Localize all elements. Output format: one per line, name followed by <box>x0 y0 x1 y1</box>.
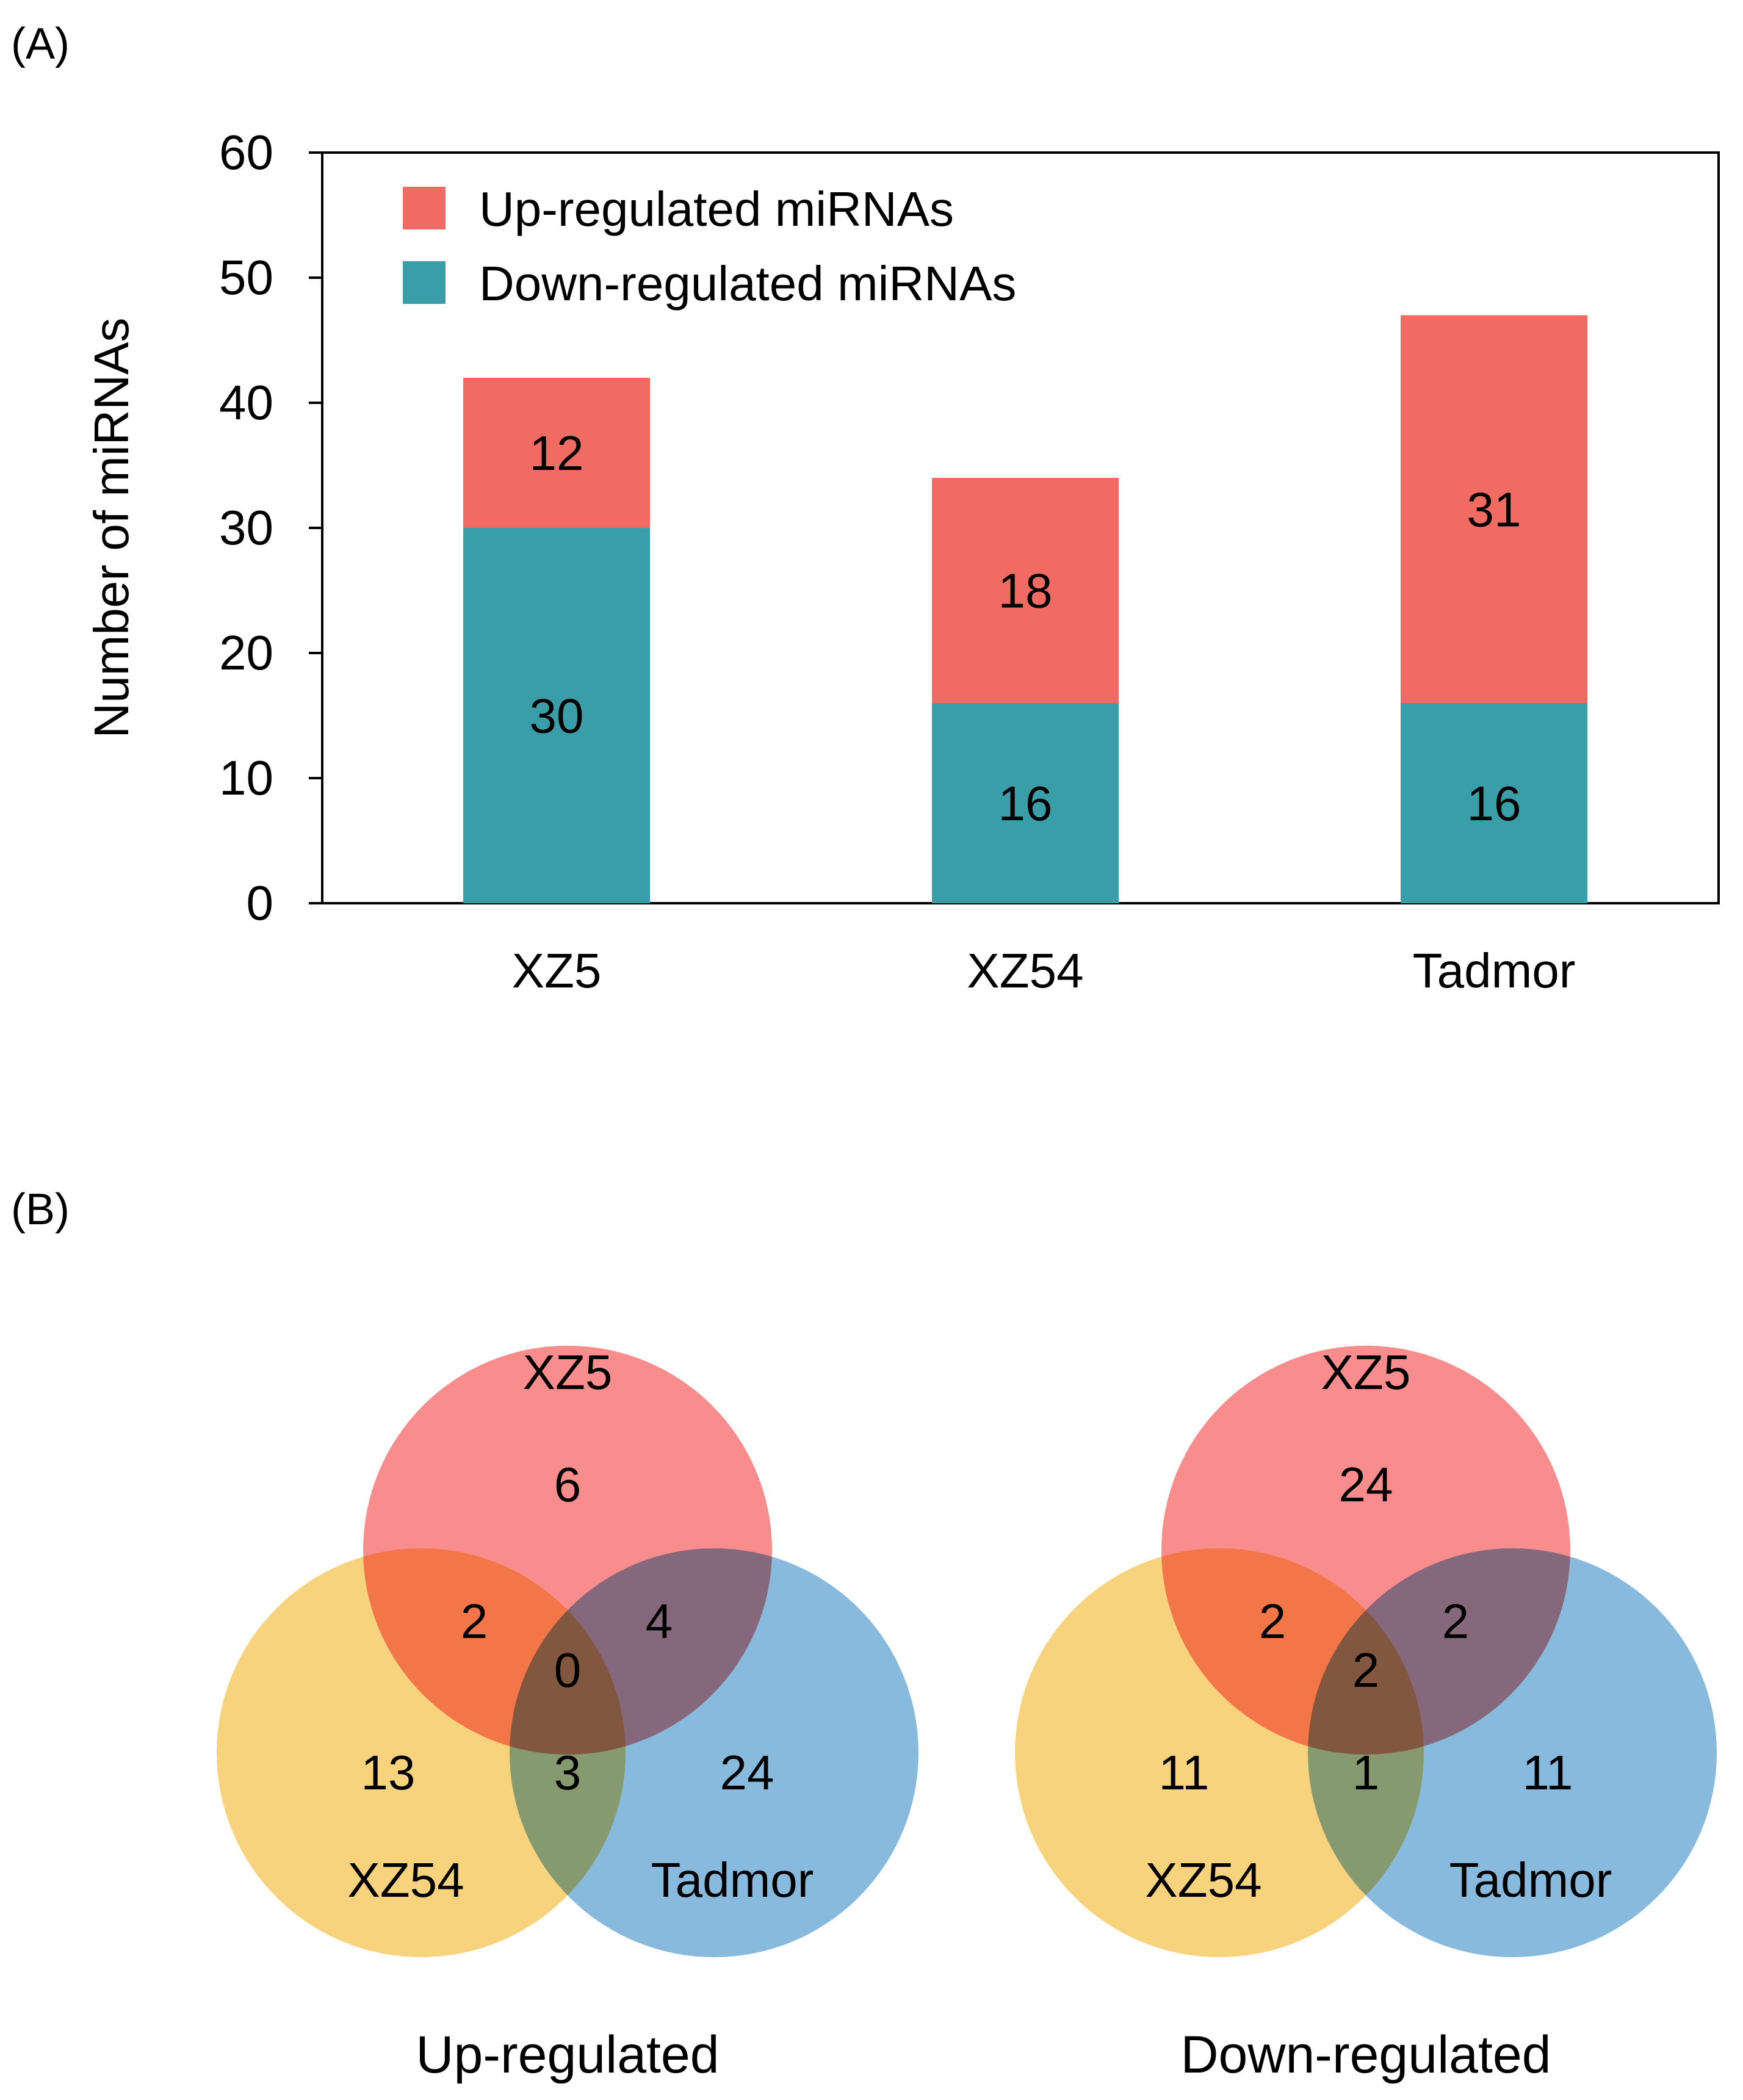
venn-region-center: 2 <box>1352 1643 1380 1697</box>
data-label-down: 16 <box>1467 776 1521 831</box>
y-tick-label: 60 <box>219 125 273 179</box>
venn-region-left-right: 3 <box>554 1745 582 1800</box>
venn-region-right-only: 24 <box>720 1745 774 1800</box>
bar-group: 30 12 16 18 16 31 <box>463 315 1587 903</box>
venn-region-center: 0 <box>554 1643 582 1697</box>
bar-down-xz54 <box>932 703 1119 903</box>
venn-region-top-right: 4 <box>646 1594 673 1648</box>
venn-region-right-only: 11 <box>1522 1745 1573 1800</box>
data-label-up: 31 <box>1467 482 1521 536</box>
venn-region-top-only: 6 <box>554 1457 582 1512</box>
data-label-up: 12 <box>530 426 584 480</box>
legend-label-up: Up-regulated miRNAs <box>479 182 954 236</box>
venn-region-left-right: 1 <box>1352 1745 1380 1800</box>
y-tick-label: 10 <box>219 751 273 805</box>
y-tick-label: 20 <box>219 626 273 680</box>
bar-down-xz5 <box>463 528 650 903</box>
panel-a-label: (A) <box>11 20 70 68</box>
bar-down-tadmor <box>1401 703 1587 903</box>
bar-up-xz5 <box>463 378 650 528</box>
bar-up-xz54 <box>932 478 1119 703</box>
venn-set-label-right: Tadmor <box>1449 1853 1612 1907</box>
legend-swatch-up <box>403 187 446 229</box>
venn-caption-up: Up-regulated <box>416 2026 719 2084</box>
x-axis-labels: XZ5 XZ54 Tadmor <box>512 944 1576 998</box>
stacked-bar-chart: 0 10 20 30 40 50 60 30 12 16 18 16 31 XZ5 XZ54 Tadmor… <box>84 125 1720 998</box>
venn-caption-down: Down-regulated <box>1180 2026 1551 2084</box>
venn-region-left-only: 13 <box>361 1745 416 1800</box>
venn-down-regulated: XZ5 24 2 2 2 11 1 11 XZ54 Tadmor Down-re… <box>1015 1345 1717 2084</box>
venn-region-top-left: 2 <box>1259 1594 1286 1648</box>
data-label-down: 16 <box>998 776 1053 831</box>
venn-circle-tadmor <box>510 1548 918 1957</box>
legend: Up-regulated miRNAs Down-regulated miRNA… <box>403 182 1016 311</box>
venn-set-label-left: XZ54 <box>1145 1853 1261 1907</box>
venn-set-label-right: Tadmor <box>651 1853 814 1907</box>
legend-swatch-down <box>403 261 446 304</box>
venn-region-top-only: 24 <box>1339 1457 1393 1512</box>
bar-up-tadmor <box>1401 315 1587 703</box>
x-tick-label: XZ5 <box>512 944 602 998</box>
venn-set-label-left: XZ54 <box>347 1853 464 1907</box>
venn-circle-tadmor <box>1308 1548 1717 1957</box>
data-label-up: 18 <box>998 564 1053 618</box>
y-axis: 0 10 20 30 40 50 60 <box>219 125 322 930</box>
venn-region-left-only: 11 <box>1158 1745 1209 1800</box>
panel-b-label: (B) <box>11 1185 70 1234</box>
venn-region-top-right: 2 <box>1442 1594 1470 1648</box>
y-tick-label: 50 <box>219 250 273 305</box>
x-tick-label: XZ54 <box>967 944 1083 998</box>
y-tick-label: 40 <box>219 375 273 430</box>
y-tick-label: 30 <box>219 500 273 555</box>
venn-set-label-top: XZ5 <box>1321 1345 1411 1399</box>
legend-label-down: Down-regulated miRNAs <box>479 256 1016 311</box>
venn-circle-xz54 <box>217 1548 626 1957</box>
x-tick-label: Tadmor <box>1413 944 1576 998</box>
venn-set-label-top: XZ5 <box>523 1345 613 1399</box>
venn-up-regulated: XZ5 6 2 4 0 13 3 24 XZ54 Tadmor Up-regul… <box>217 1345 918 2084</box>
y-axis-label: Number of miRNAs <box>84 317 139 738</box>
data-label-down: 30 <box>530 689 584 743</box>
y-tick-label: 0 <box>247 876 274 930</box>
venn-region-top-left: 2 <box>461 1594 488 1648</box>
venn-circle-xz54 <box>1015 1548 1424 1957</box>
